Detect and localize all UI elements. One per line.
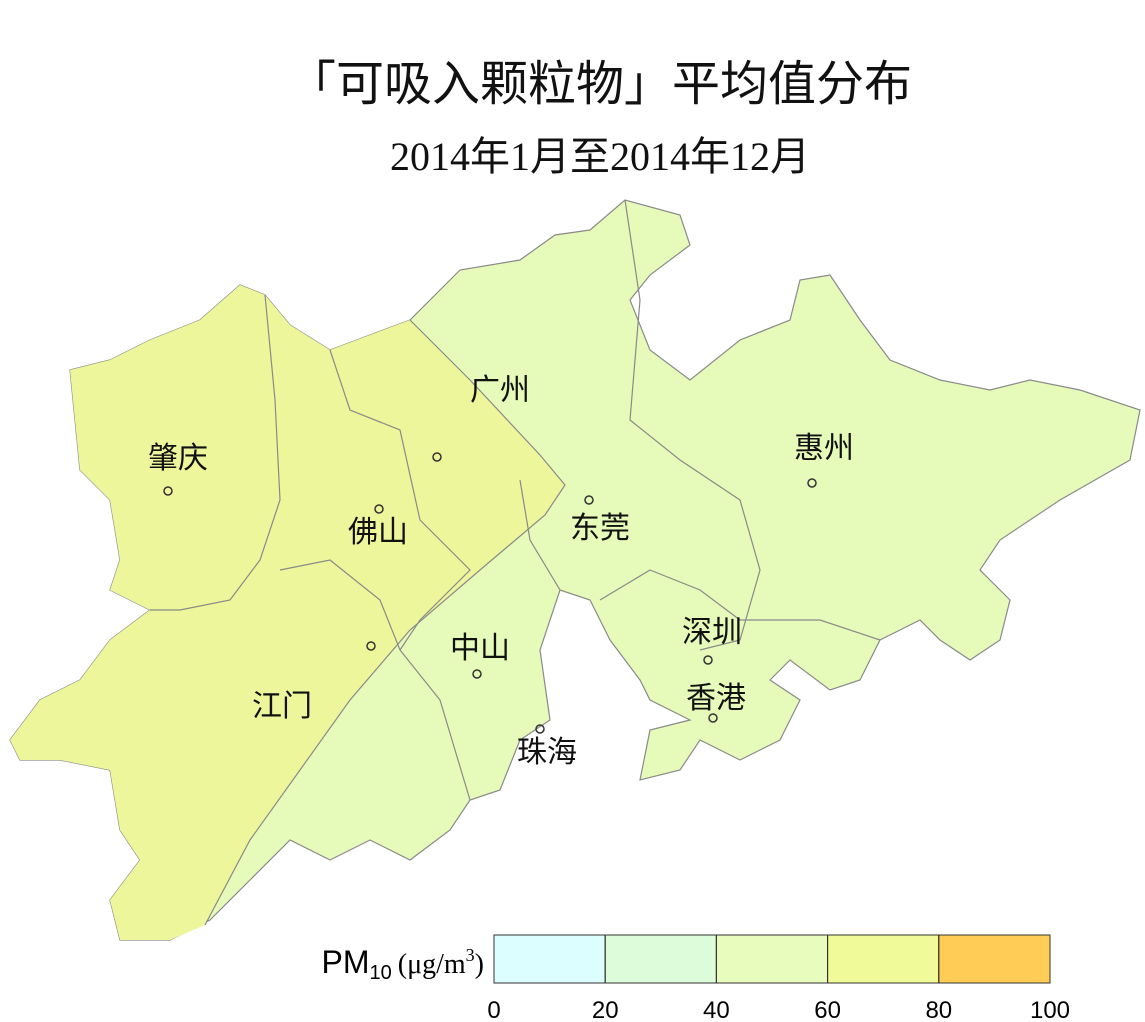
city-label: 广州: [470, 374, 530, 407]
city-dots: [163, 452, 817, 734]
city-dot: [366, 641, 376, 651]
city-dot: [807, 478, 817, 488]
city-dot: [163, 486, 173, 496]
map-regions: [9, 199, 1141, 941]
city-label: 中山: [450, 632, 510, 665]
legend-tick-label: 60: [814, 997, 841, 1022]
subtitle: 2014年1月至2014年12月: [390, 134, 810, 179]
city-label: 江门: [252, 690, 312, 723]
city-label: 珠海: [517, 736, 577, 769]
city-label: 肇庆: [148, 442, 208, 475]
city-dot: [472, 669, 482, 679]
boundary: [624, 199, 761, 651]
city-dot: [584, 495, 594, 505]
western-zone: [10, 285, 565, 940]
legend-label-part: ): [475, 949, 484, 980]
legend-bin: [827, 934, 940, 984]
city-dot: [708, 713, 718, 723]
legend-bin: [604, 934, 717, 984]
legend-bin: [715, 934, 829, 984]
legend-label-sup: 3: [466, 945, 475, 965]
city-labels: 广州 肇庆 佛山 江门 惠州 东莞 中山 深圳 香港 珠海: [148, 374, 854, 769]
city-label: 惠州: [794, 432, 854, 465]
boundary: [204, 319, 566, 926]
boundary: [150, 294, 281, 611]
legend-tick-label: 40: [703, 997, 730, 1022]
city-dot: [535, 724, 545, 734]
city-label: 香港: [686, 682, 746, 715]
city-label: 深圳: [682, 616, 742, 649]
legend-label-part: PM: [322, 944, 370, 980]
legend-bin: [938, 934, 1051, 984]
legend-label-sub: 10: [370, 962, 392, 984]
city-dot: [374, 504, 384, 514]
legend-tick-label: 100: [1030, 997, 1070, 1022]
city-label: 东莞: [570, 512, 630, 545]
boundary: [599, 569, 881, 641]
boundary: [519, 479, 561, 591]
legend-tick-label: 80: [925, 997, 952, 1022]
legend-tick-label: 20: [592, 997, 619, 1022]
title: 「可吸入颗粒物」平均值分布: [288, 58, 912, 111]
boundary: [329, 349, 471, 651]
legend-label: PM10 (μg/m3): [322, 944, 484, 984]
legend-bin: [493, 934, 606, 984]
city-dot: [432, 452, 442, 462]
city-dot: [703, 655, 713, 665]
legend-tick-label: 0: [487, 997, 500, 1022]
legend-colorbar: 0 20 40 60 80 100: [487, 934, 1070, 1022]
legend-label-part: (μg/m: [398, 949, 466, 980]
boundary: [279, 559, 471, 801]
city-label: 佛山: [348, 516, 408, 549]
